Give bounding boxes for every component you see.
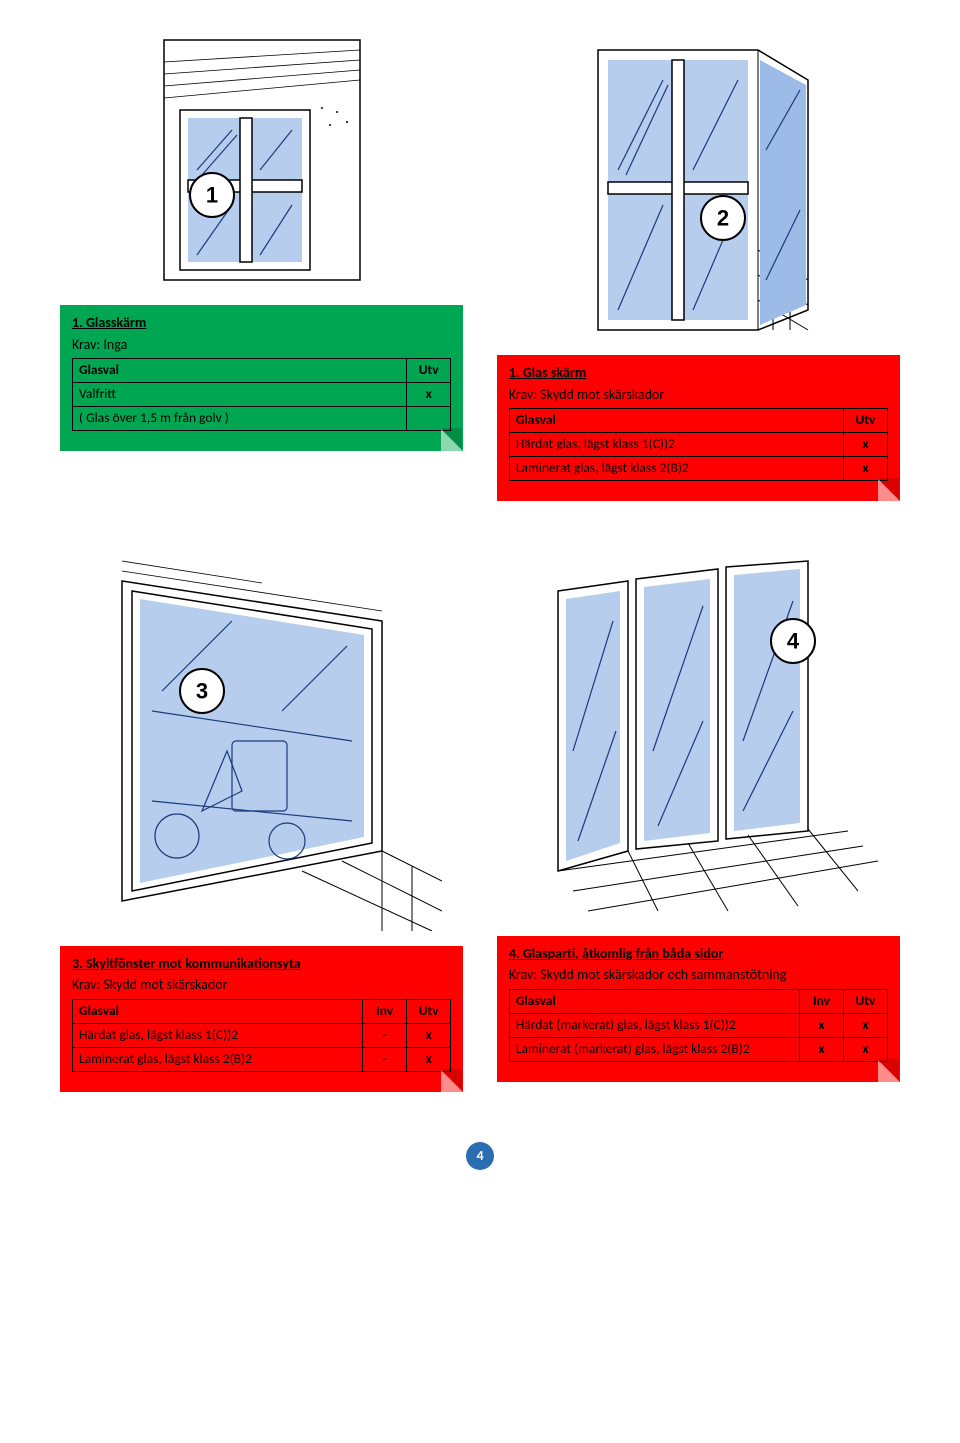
note-2-title: 1. Glas skärm [509, 363, 888, 383]
n3-r2-r: x [407, 1047, 451, 1071]
page-number: 4 [466, 1142, 494, 1170]
n2-r2-l: Laminerat glas, lägst klass 2(B)2 [509, 456, 843, 480]
badge-1-label: 1 [205, 183, 217, 208]
note-3-title: 3. Skyltfönster mot kommunikationsyta [72, 954, 451, 974]
n3-r1-l: Härdat glas, lägst klass 1(C))2 [73, 1023, 363, 1047]
n1-r1-l: Valfritt [73, 383, 407, 407]
n2-r1-l: Härdat glas, lägst klass 1(C))2 [509, 433, 843, 457]
note-2-subtitle: Krav: Skydd mot skärskador [509, 385, 888, 405]
note-1: 1. Glasskärm Krav: Inga Glasval Utv Valf… [60, 305, 463, 451]
n3-r1-r: x [407, 1023, 451, 1047]
note-4-title: 4. Glasparti, åtkomlig från båda sidor [509, 944, 888, 964]
n4-h-l: Glasval [509, 990, 799, 1014]
note-1-title: 1. Glasskärm [72, 313, 451, 333]
badge-2-label: 2 [717, 206, 729, 231]
n4-h-r: Utv [844, 990, 888, 1014]
n1-h-r: Utv [407, 359, 451, 383]
n4-r2-m: x [800, 1037, 844, 1061]
note-4: 4. Glasparti, åtkomlig från båda sidor K… [497, 936, 900, 1082]
illustration-4: 4 [518, 551, 878, 921]
n3-r1-m: - [363, 1023, 407, 1047]
n2-h-r: Utv [844, 409, 888, 433]
n1-r1-r: x [407, 383, 451, 407]
n1-r2-l: ( Glas över 1,5 m från golv ) [73, 406, 407, 430]
n4-h-m: Inv [800, 990, 844, 1014]
badge-3-label: 3 [195, 678, 207, 703]
n3-h-r: Utv [407, 1000, 451, 1024]
note-1-table: Glasval Utv Valfritt x ( Glas över 1,5 m… [72, 358, 451, 431]
row-1: 1 1. Glasskärm Krav: Inga Glasval Utv Va… [60, 30, 900, 501]
row-2: 3 3. Skyltfönster mot kommunikationsyta … [60, 551, 900, 1092]
panel-4: 4 4. Glasparti, åtkomlig från båda sidor… [497, 551, 900, 1082]
n4-r1-m: x [800, 1013, 844, 1037]
n4-r2-l: Laminerat (markerat) glas, lägst klass 2… [509, 1037, 799, 1061]
n2-r1-r: x [844, 433, 888, 457]
note-2: 1. Glas skärm Krav: Skydd mot skärskador… [497, 355, 900, 501]
n1-r2-r [407, 406, 451, 430]
n3-h-m: Inv [363, 1000, 407, 1024]
note-3: 3. Skyltfönster mot kommunikationsyta Kr… [60, 946, 463, 1092]
n4-r2-r: x [844, 1037, 888, 1061]
n3-r2-m: - [363, 1047, 407, 1071]
n3-r2-l: Laminerat glas, lägst klass 2(B)2 [73, 1047, 363, 1071]
illustration-2: 2 [548, 30, 848, 340]
panel-3: 3 3. Skyltfönster mot kommunikationsyta … [60, 551, 463, 1092]
illustration-1: 1 [142, 30, 382, 290]
note-4-table: Glasval Inv Utv Härdat (markerat) glas, … [509, 989, 888, 1062]
n2-r2-r: x [844, 456, 888, 480]
note-3-table: Glasval Inv Utv Härdat glas, lägst klass… [72, 999, 451, 1072]
note-3-subtitle: Krav: Skydd mot skärskador [72, 975, 451, 995]
note-4-subtitle: Krav: Skydd mot skärskador och sammanstö… [509, 965, 888, 985]
panel-2: 2 1. Glas skärm Krav: Skydd mot skärskad… [497, 30, 900, 501]
note-2-table: Glasval Utv Härdat glas, lägst klass 1(C… [509, 408, 888, 481]
note-1-subtitle: Krav: Inga [72, 335, 451, 355]
n2-h-l: Glasval [509, 409, 843, 433]
n3-h-l: Glasval [73, 1000, 363, 1024]
badge-4-label: 4 [787, 628, 800, 653]
illustration-3: 3 [82, 551, 442, 931]
n4-r1-r: x [844, 1013, 888, 1037]
n1-h-l: Glasval [73, 359, 407, 383]
panel-1: 1 1. Glasskärm Krav: Inga Glasval Utv Va… [60, 30, 463, 451]
n4-r1-l: Härdat (markerat) glas, lägst klass 1(C)… [509, 1013, 799, 1037]
